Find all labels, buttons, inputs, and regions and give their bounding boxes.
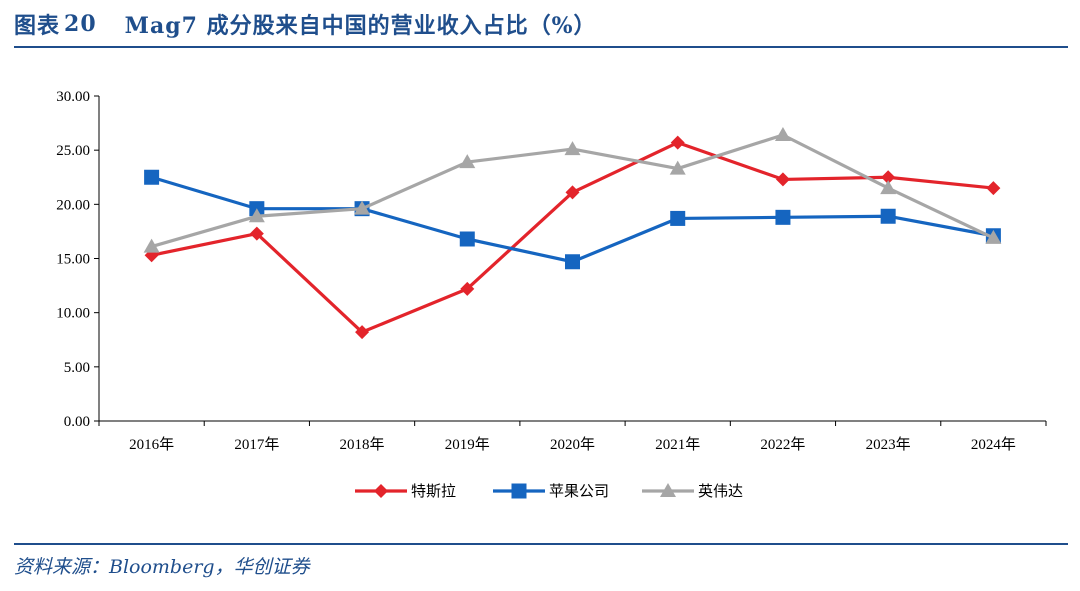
legend-marker (511, 483, 527, 499)
x-tick-label: 2019年 (445, 436, 490, 453)
x-tick-label: 2016年 (129, 436, 174, 453)
data-point (669, 160, 686, 175)
data-point (775, 172, 790, 187)
data-point (143, 238, 160, 253)
chart-title-bar: 图表 20 Mag7 成分股来自中国的营业收入占比（%） (14, 4, 1068, 44)
y-tick-label: 10.00 (56, 306, 90, 322)
data-point (564, 141, 581, 156)
data-point (565, 254, 580, 270)
x-tick-label: 2022年 (760, 436, 805, 453)
legend-item: 英伟达 (642, 482, 743, 500)
data-point (459, 154, 476, 169)
x-tick-label: 2020年 (550, 436, 595, 453)
x-tick-label: 2023年 (866, 436, 911, 453)
data-point (249, 226, 264, 241)
x-tick-label: 2024年 (971, 436, 1016, 453)
y-tick-label: 30.00 (56, 89, 90, 105)
y-tick-label: 5.00 (64, 360, 90, 376)
legend-label: 苹果公司 (549, 482, 609, 500)
chart-legend: 特斯拉 苹果公司 英伟达 (355, 482, 743, 500)
source-divider (14, 543, 1068, 545)
legend-label: 特斯拉 (411, 482, 456, 500)
legend-marker (660, 483, 676, 497)
chart-axes: 0.00 5.00 10.00 15.00 20.00 25.00 30.00 2016年 20… (56, 89, 1047, 453)
data-point (880, 208, 896, 224)
data-point (985, 229, 1002, 244)
y-tick-label: 0.00 (64, 414, 90, 430)
chart-title: Mag7 成分股来自中国的营业收入占比（%） (124, 13, 597, 39)
data-point (881, 170, 896, 185)
data-point (248, 208, 265, 223)
legend-item: 苹果公司 (493, 482, 609, 500)
x-tick-label: 2017年 (234, 436, 279, 453)
data-point (880, 180, 897, 195)
series-3 (143, 127, 1002, 253)
data-point (354, 200, 371, 215)
data-point (986, 181, 1001, 196)
series-1 (144, 135, 1001, 340)
data-point (355, 325, 370, 340)
data-point (774, 127, 791, 141)
y-tick-label: 25.00 (56, 143, 90, 159)
y-tick-label: 20.00 (56, 197, 90, 213)
series-2 (144, 169, 1001, 270)
title-divider (14, 46, 1068, 48)
legend-marker (374, 484, 388, 498)
legend-item: 特斯拉 (355, 482, 456, 500)
data-point (144, 169, 160, 185)
x-tick-label: 2018年 (340, 436, 385, 453)
y-tick-label: 15.00 (56, 252, 90, 268)
data-point (775, 209, 791, 225)
data-point (459, 231, 475, 247)
source-note: 资料来源：Bloomberg，华创证券 (14, 556, 310, 578)
legend-label: 英伟达 (698, 482, 743, 500)
data-point (670, 135, 685, 150)
data-point (670, 210, 686, 226)
chart-series (143, 127, 1002, 340)
figure-number: 20 (64, 11, 97, 37)
figure-label: 图表 (14, 13, 61, 39)
x-tick-label: 2021年 (655, 436, 700, 453)
data-point (460, 281, 475, 296)
data-point (565, 185, 580, 200)
series-line (151, 140, 994, 334)
